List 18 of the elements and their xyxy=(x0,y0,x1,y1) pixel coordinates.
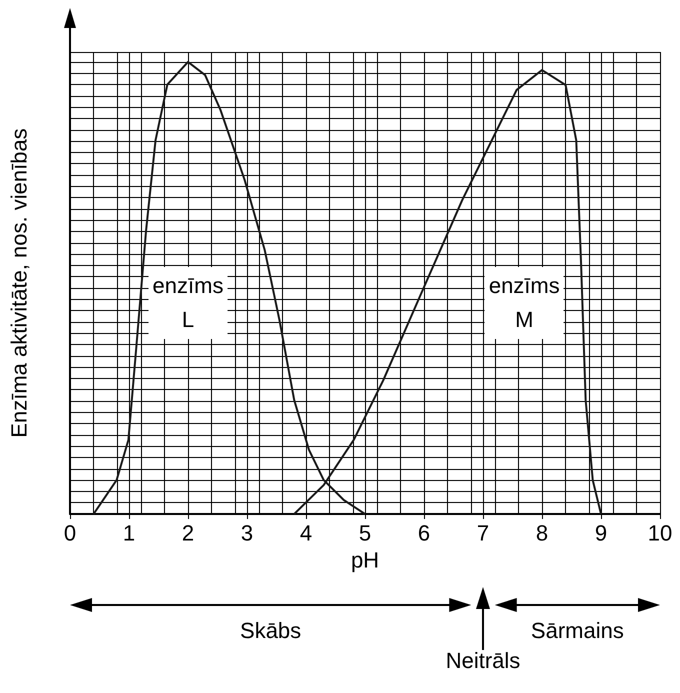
text: Neitrāls xyxy=(446,648,520,674)
x-tick-label: 0 xyxy=(64,520,76,546)
x-tick-label: 4 xyxy=(300,520,312,546)
x-tick-label: 2 xyxy=(182,520,194,546)
annotation: enzīms M xyxy=(484,266,564,339)
x-tick-label: 3 xyxy=(240,520,254,546)
text: Sārmains xyxy=(530,618,624,644)
x-tick-label: 8 xyxy=(536,520,548,546)
y-axis-title: Enzīma aktivitāte, nos. vienības xyxy=(6,128,32,438)
x-tick-label: 10 xyxy=(648,520,672,546)
text: Skābs xyxy=(240,618,302,644)
x-axis-title: pH xyxy=(350,548,380,572)
x-tick-label: 9 xyxy=(594,520,608,546)
x-tick-label: 7 xyxy=(476,520,490,546)
x-tick-label: 5 xyxy=(358,520,372,546)
annotation: enzīms L xyxy=(148,266,228,339)
x-tick-label: 6 xyxy=(418,520,430,546)
x-tick-label: 1 xyxy=(122,520,136,546)
